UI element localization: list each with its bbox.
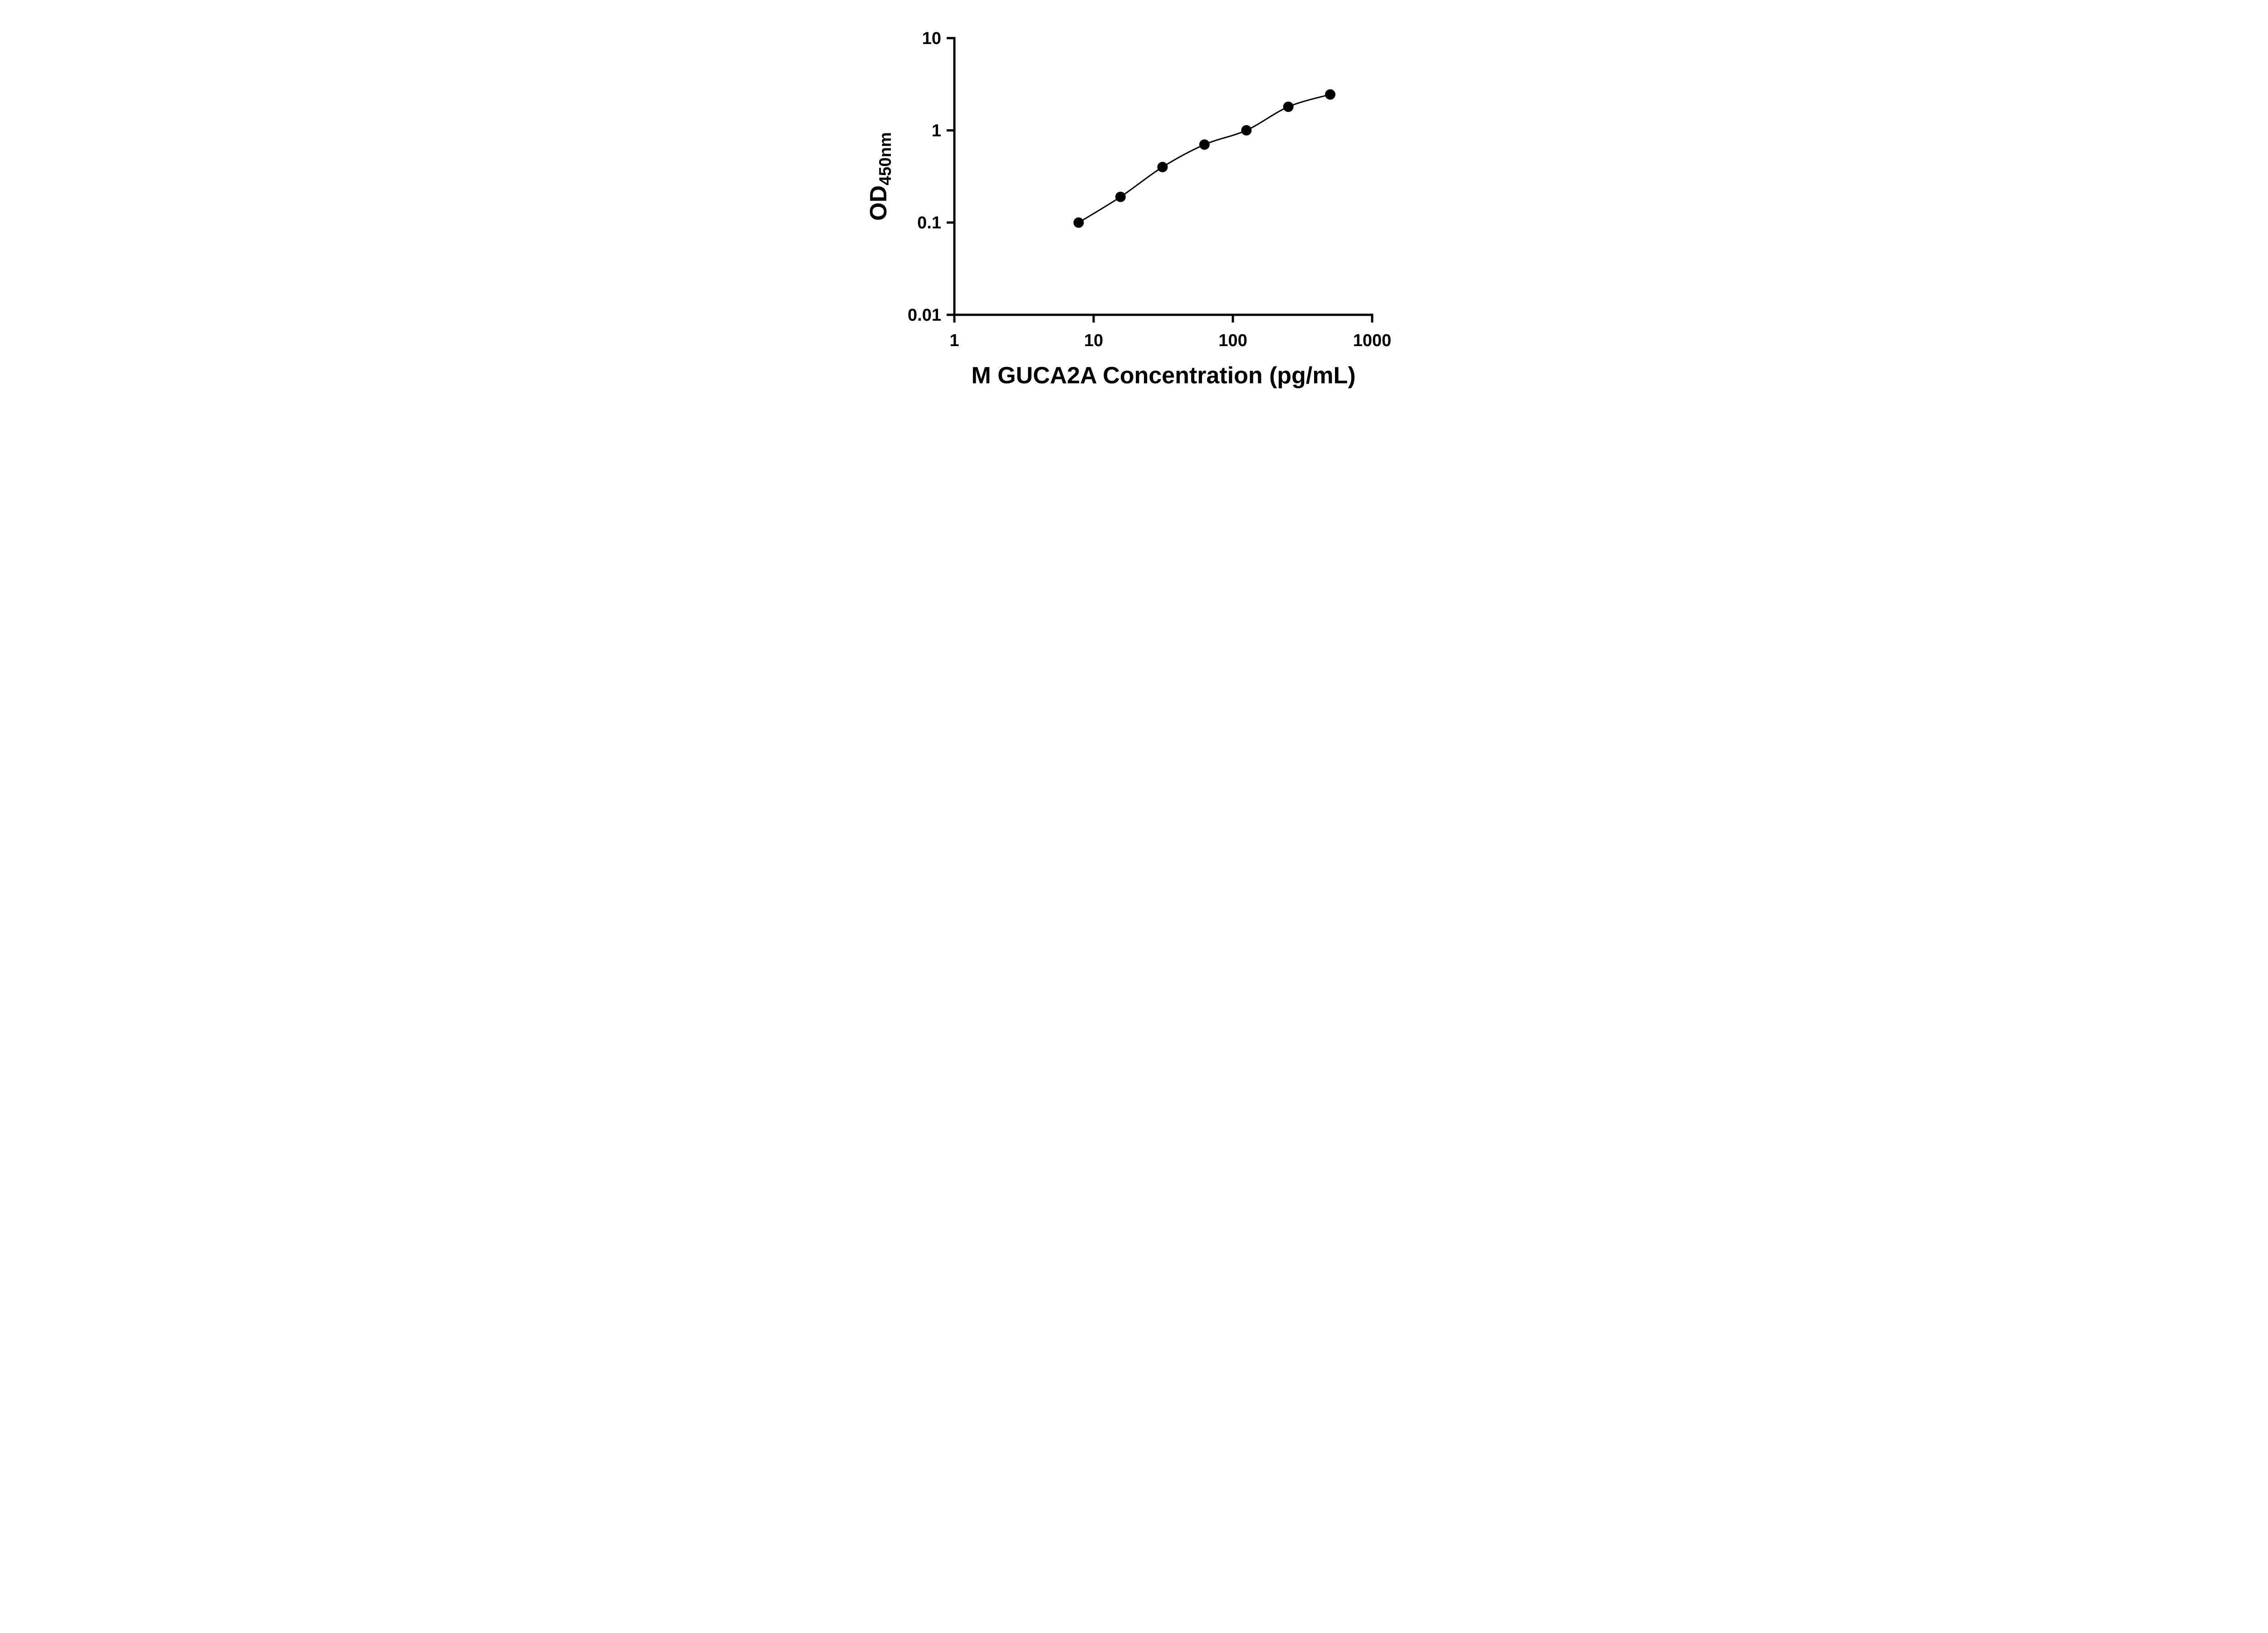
- y-tick-label: 1: [931, 121, 941, 140]
- y-tick-label: 10: [922, 29, 941, 48]
- x-tick-label: 1000: [1353, 331, 1391, 350]
- y-tick-label: 0.01: [908, 306, 941, 325]
- standard-curve-chart: M GUCA2A Concentration (pg/mL) OD450nm 0…: [865, 29, 1391, 389]
- y-axis-title-main: OD: [865, 186, 892, 221]
- data-point: [1115, 191, 1126, 202]
- data-point: [1325, 89, 1335, 100]
- data-point: [1157, 161, 1168, 172]
- elisa-standard-curve-figure: M GUCA2A Concentration (pg/mL) OD450nm 0…: [842, 0, 1426, 408]
- x-tick-label: 100: [1218, 331, 1247, 350]
- y-axis-title-sub: 450nm: [876, 132, 894, 185]
- data-point: [1199, 139, 1210, 150]
- data-point: [1283, 101, 1294, 112]
- data-point: [1241, 125, 1251, 136]
- x-axis-title: M GUCA2A Concentration (pg/mL): [971, 362, 1355, 389]
- y-tick-label: 0.1: [917, 214, 941, 233]
- y-axis-title: OD450nm: [865, 132, 894, 220]
- standard-curve-line: [1078, 93, 1330, 223]
- axis-lines: [953, 37, 1373, 316]
- x-tick-label: 1: [949, 331, 959, 350]
- data-point: [1073, 217, 1084, 228]
- x-tick-label: 10: [1084, 331, 1103, 350]
